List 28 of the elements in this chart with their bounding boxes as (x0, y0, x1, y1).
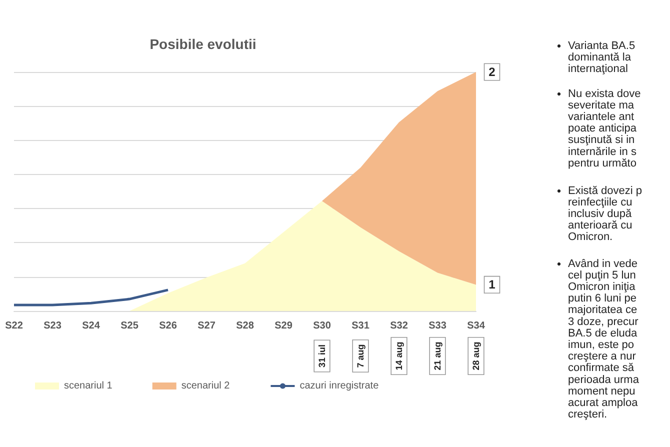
x-tick-label: S22 (5, 320, 24, 332)
chart-title: Posibile evolutii (150, 36, 256, 52)
text: Având in vede cel puţin 5 lun Omicron iniţia putin 6 luni pe majoritatea ce 3 doze, precur BA.5 de eluda imun, este po creştere a nur confirmate să perioada urma moment nepu acurat amploa creşteri. (568, 258, 639, 421)
x-tick-label: S33 (428, 320, 447, 332)
x-tick-label: S30 (313, 320, 332, 332)
x-tick-label: S26 (159, 320, 178, 332)
x-tick-label: S29 (274, 320, 293, 332)
text: 14 aug (394, 342, 404, 370)
x-tick-label: S28 (236, 320, 254, 332)
x-tick-label: S34 (467, 320, 486, 332)
annotation: 1 (488, 278, 496, 292)
text: 7 aug (356, 344, 366, 368)
x-tick-label: S32 (390, 320, 408, 332)
text: Nu exista dove severitate ma variantele ant poate anticipa susţinută si in internările in s pentru următo (568, 88, 641, 170)
x-tick-label: S25 (120, 320, 139, 332)
text: 31 iul (317, 344, 327, 368)
annotation: 2 (488, 65, 496, 79)
legend-label: scenariul 2 (181, 380, 230, 392)
text: Varianta BA.5 dominantă la internaţional (568, 40, 636, 75)
legend-label: scenariul 1 (64, 380, 113, 392)
x-tick-label: S31 (352, 320, 370, 332)
x-tick-label: S24 (82, 320, 100, 332)
x-tick-label: S27 (198, 320, 216, 332)
text: 21 aug (432, 342, 442, 370)
text: 28 aug (471, 342, 481, 370)
legend-label: cazuri inregistrate (300, 380, 380, 392)
x-tick-label: S23 (44, 320, 62, 332)
text: Există dovezi p reinfecţiile cu inclusiv după anterioară cu Omicron. (568, 184, 642, 244)
